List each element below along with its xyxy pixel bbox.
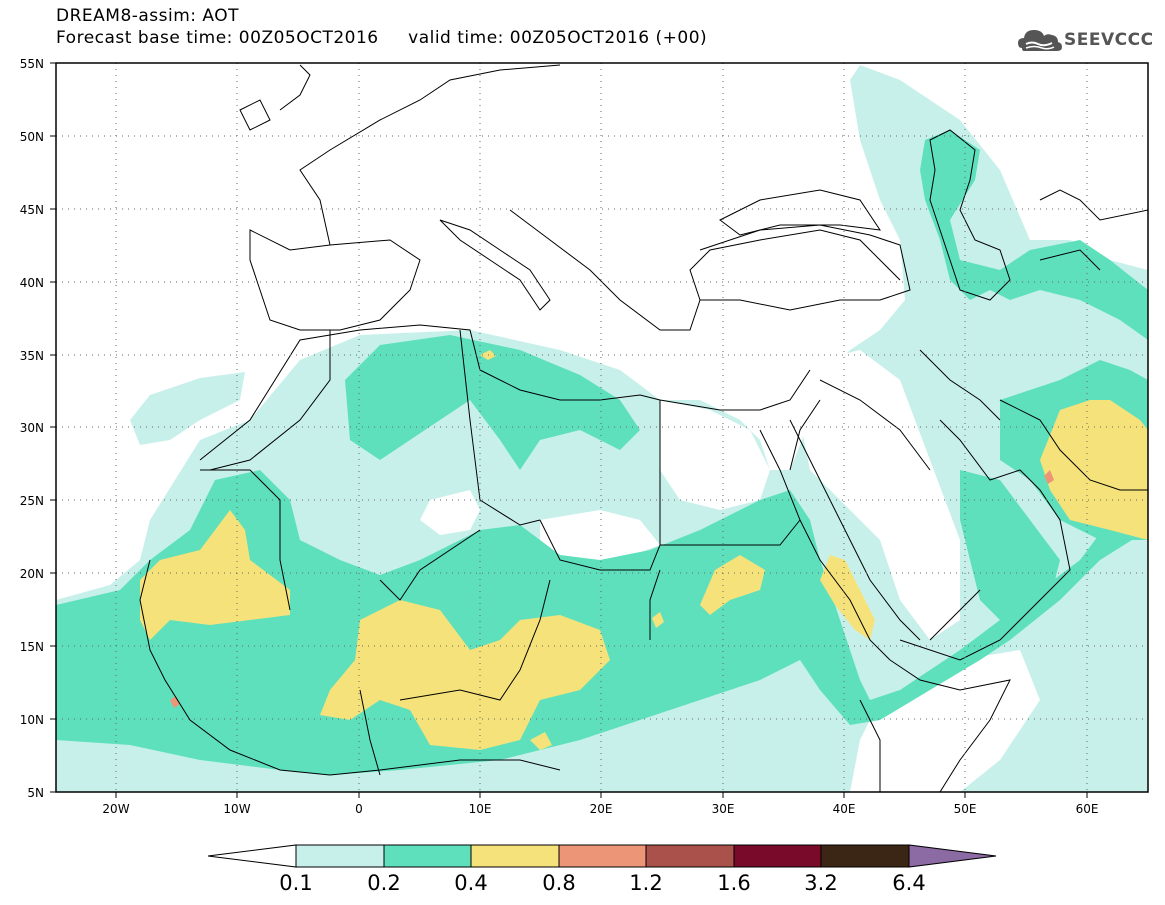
lon-label: 20W [102, 802, 129, 816]
lat-label: 5N [27, 786, 44, 800]
aot-band-0-1-north [880, 104, 890, 122]
colorbar-swatch [295, 844, 385, 868]
title-line-2: Forecast base time: 00Z05OCT2016 valid t… [56, 28, 708, 48]
aot-band-0-4-mauritania [140, 510, 290, 640]
lat-label: 20N [20, 567, 44, 581]
lon-label: 40E [833, 802, 856, 816]
lon-label: 10E [469, 802, 492, 816]
lat-label: 25N [20, 494, 44, 508]
logo-text: SEEVCCC [1064, 30, 1154, 50]
colorbar-low-arrow [207, 844, 297, 868]
colorbar-swatch [645, 844, 735, 868]
border-sudan [649, 519, 801, 640]
coastlines [139, 64, 1148, 792]
aot-clear-libya [420, 490, 480, 535]
coast-black-sea [719, 189, 882, 236]
lat-label: 35N [20, 349, 44, 363]
colorbar [207, 844, 997, 868]
aot-band-0-2-caspian [920, 130, 1148, 340]
seevccc-logo: SEEVCCC [1016, 24, 1156, 56]
legend-label: 0.1 [279, 871, 313, 895]
coast-horn [889, 659, 1011, 792]
axis-ticks [50, 62, 1088, 798]
border-nigeria [359, 579, 551, 776]
lon-label: 20E [590, 802, 613, 816]
coast-west-africa [139, 559, 561, 776]
aot-clear-egypt [660, 400, 770, 510]
colorbar-swatch [383, 844, 472, 868]
aot-fill [56, 65, 1148, 792]
legend-label: 3.2 [804, 871, 838, 895]
cloud-icon [1018, 30, 1062, 51]
aot-clear-arabia [800, 350, 960, 640]
lat-label: 45N [20, 203, 44, 217]
aot-band-0-2-africa-south [56, 610, 150, 700]
coast-italy [439, 219, 551, 311]
legend-label: 0.8 [542, 871, 576, 895]
aot-band-0-4-gulf [1040, 400, 1148, 540]
border-sahel [200, 400, 661, 611]
legend-label: 0.2 [367, 871, 401, 895]
coast-france-europe [299, 64, 561, 246]
aot-band-0-2-algeria [345, 335, 640, 470]
lon-label: 10W [223, 802, 250, 816]
coast-uk [239, 64, 311, 131]
lat-label: 55N [20, 57, 44, 71]
aot-band-0-8 [170, 696, 180, 708]
lon-label: 50E [954, 802, 977, 816]
colorbar-swatch [558, 844, 647, 868]
legend-label: 6.4 [892, 871, 926, 895]
aot-band-0-4-misc [530, 732, 552, 750]
colorbar-swatch [820, 844, 910, 868]
aot-band-0-4-misc2 [652, 612, 664, 628]
border-algeria-libya [209, 329, 541, 526]
lon-label: 30E [712, 802, 735, 816]
lon-label: 60E [1076, 802, 1099, 816]
coast-caspian [929, 129, 1011, 301]
aot-band-0-8-gulf [1044, 470, 1054, 484]
aot-band-0-4-niger [320, 600, 610, 750]
lon-label: 0 [355, 802, 363, 816]
lat-label: 15N [20, 640, 44, 654]
border-misc-2 [1039, 189, 1148, 271]
lon-labels: 20W 10W 0 10E 20E 30E 40E 50E 60E [102, 802, 1098, 816]
coast-arabia [899, 419, 1071, 661]
legend-label: 0.4 [454, 871, 488, 895]
aot-band-0-4-sudan [700, 555, 765, 615]
legend-label: 1.6 [717, 871, 751, 895]
aot-clear-south [850, 650, 1040, 792]
title-line-1: DREAM8-assim: AOT [56, 6, 240, 26]
graticule [56, 63, 1148, 792]
coast-iran [999, 399, 1148, 491]
colorbar-swatch [470, 844, 560, 868]
lat-label: 50N [20, 130, 44, 144]
lat-label: 10N [20, 713, 44, 727]
coast-turkey [699, 224, 911, 311]
colorbar-high-arrow [908, 844, 997, 868]
border-misc-3 [859, 349, 1001, 792]
lat-label: 40N [20, 276, 44, 290]
colorbar-swatch [733, 844, 822, 868]
coast-red-sea [759, 419, 921, 661]
aot-band-0-2-gulf [960, 470, 1060, 620]
border-misc-1 [789, 379, 931, 471]
lat-labels: 5N 10N 15N 20N 25N 30N 35N 40N 45N 50N 5… [20, 57, 44, 800]
legend-label: 1.2 [629, 871, 663, 895]
lat-label: 30N [20, 421, 44, 435]
